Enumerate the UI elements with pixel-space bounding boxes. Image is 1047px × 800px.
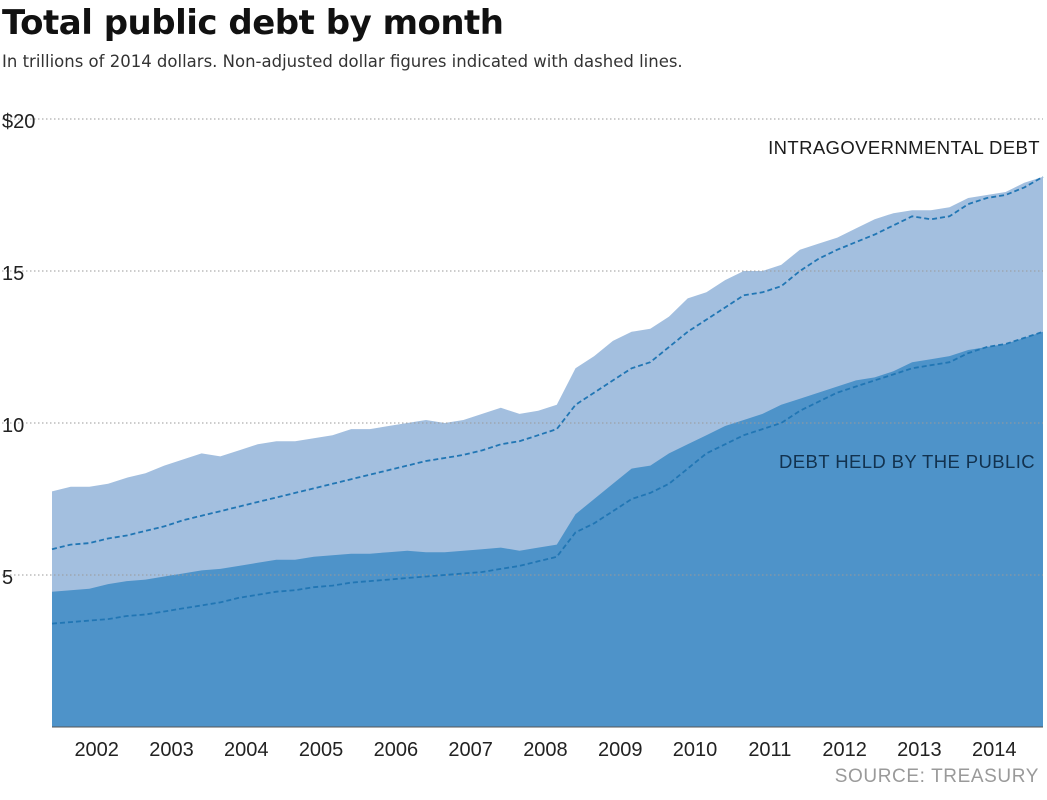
- x-tick-label: 2006: [374, 739, 419, 761]
- x-tick-label: 2014: [972, 739, 1017, 761]
- y-tick-label: 15: [2, 263, 24, 285]
- x-tick-label: 2008: [523, 739, 568, 761]
- public-debt-label: DEBT HELD BY THE PUBLIC: [779, 451, 1035, 472]
- x-tick-label: 2011: [748, 739, 791, 761]
- x-tick-label: 2002: [74, 739, 119, 761]
- total-debt-nominal-dashed-line: [51, 176, 1044, 551]
- public-debt-area: [52, 331, 1043, 727]
- x-tick-label: 2004: [224, 739, 269, 761]
- chart-title: Total public debt by month: [2, 3, 504, 43]
- x-tick-label: 2009: [598, 739, 643, 761]
- y-tick-label: 10: [2, 415, 24, 437]
- x-tick-label: 2012: [822, 739, 867, 761]
- x-tick-label: 2003: [149, 739, 194, 761]
- y-tick-label: 5: [2, 567, 13, 589]
- chart-subtitle: In trillions of 2014 dollars. Non-adjust…: [2, 52, 683, 71]
- x-tick-label: 2010: [673, 739, 718, 761]
- x-tick-label: 2007: [448, 739, 493, 761]
- intragovernmental-debt-label: INTRAGOVERNMENTAL DEBT: [768, 137, 1040, 158]
- x-tick-label: 2013: [897, 739, 942, 761]
- x-tick-label: 2005: [299, 739, 344, 761]
- y-tick-label: $20: [2, 111, 35, 133]
- public-debt-nominal-dashed-line: [51, 330, 1044, 625]
- source-note: SOURCE: TREASURY: [834, 766, 1039, 787]
